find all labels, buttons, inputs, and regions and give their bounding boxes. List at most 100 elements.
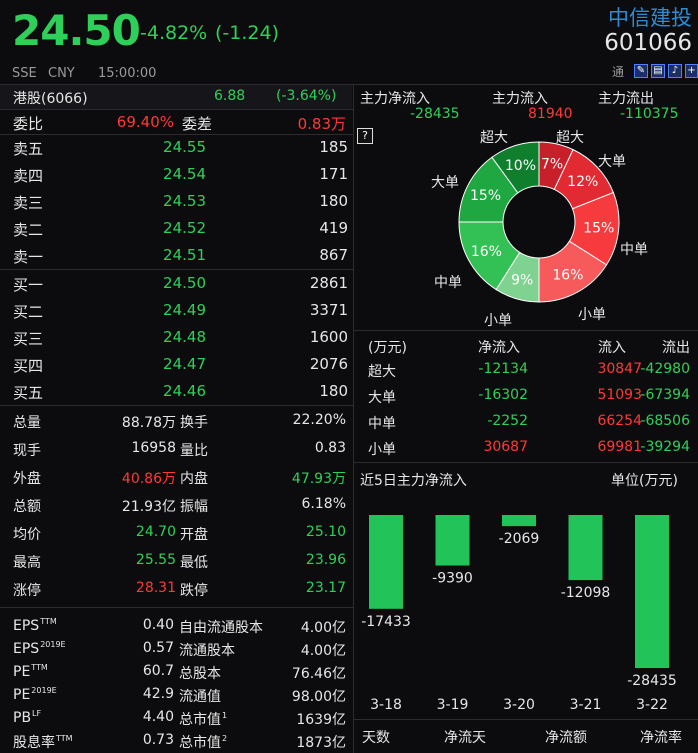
outflow: -68506: [640, 413, 690, 429]
stat-value: 88.78万: [121, 415, 176, 431]
main-inflow-value: 81940: [528, 106, 573, 122]
ask-volume: 185: [319, 138, 348, 156]
metric-label: 总股本: [179, 666, 221, 682]
weibi-label: 委比: [13, 115, 44, 133]
footer-net-days[interactable]: 净流天: [444, 730, 486, 746]
flow-table-row: 超大 -12134 30847 -42980: [356, 358, 698, 382]
stat-label: 均价: [13, 527, 41, 543]
stat-value: 16958: [131, 440, 176, 456]
bid-row[interactable]: 买五 24.46 180: [0, 378, 352, 405]
stat-label: 振幅: [180, 499, 208, 515]
order-ratio-row: 委比 69.40% 委差 0.83万: [0, 110, 352, 134]
ask-label: 卖二: [13, 221, 44, 239]
stat-label: 内盘: [180, 471, 208, 487]
x-tick-label: 3-19: [437, 697, 469, 713]
ask-row[interactable]: 卖三 24.53 180: [0, 188, 352, 215]
donut-slice: [491, 141, 540, 194]
tong-label[interactable]: 通: [612, 65, 625, 79]
donut-label-small-in: 小单: [578, 307, 606, 323]
donut-label-medium-out: 中单: [434, 275, 462, 291]
ask-label: 卖五: [13, 140, 44, 158]
donut-slice-label: 16%: [471, 244, 502, 260]
metric-label: PBLF: [13, 709, 42, 726]
stat-row: 外盘 40.86万 内盘 47.93万: [0, 465, 352, 489]
stock-name[interactable]: 中信建投: [608, 6, 692, 30]
donut-slice-label: 16%: [552, 268, 583, 284]
donut-label-super-large-in: 超大: [556, 130, 584, 146]
footer-net-rate[interactable]: 净流率: [640, 730, 682, 746]
metric-value: 4.00亿: [300, 643, 346, 659]
stat-value: 6.18%: [301, 496, 346, 512]
bid-row[interactable]: 买二 24.49 3371: [0, 297, 352, 324]
stat-label: 外盘: [13, 471, 41, 487]
net-inflow: -2252: [487, 413, 528, 429]
bid-label: 买三: [13, 330, 44, 348]
currency-label: CNY: [48, 66, 75, 81]
ask-price: 24.52: [163, 219, 206, 237]
ask-row[interactable]: 卖一 24.51 867: [0, 242, 352, 269]
footer-net-amount[interactable]: 净流额: [545, 730, 587, 746]
stat-value: 24.70: [135, 524, 176, 540]
stat-row: 总额 21.93亿 振幅 6.18%: [0, 493, 352, 517]
fundamental-row: EPSTTM 0.40 自由流通股本 4.00亿: [0, 614, 352, 637]
metric-value: 1873亿: [296, 735, 346, 751]
outflow: -39294: [640, 439, 690, 455]
stat-value: 23.96: [305, 552, 346, 568]
stat-value: 47.93万: [291, 471, 346, 487]
fundamental-row: EPS2019E 0.57 流通股本 4.00亿: [0, 637, 352, 660]
main-outflow-value: -110375: [620, 106, 679, 122]
bar-value-label: -2069: [499, 531, 540, 547]
quote-time: 15:00:00: [98, 66, 157, 81]
exchange-label: SSE: [12, 66, 37, 81]
stat-label: 涨停: [13, 583, 41, 599]
add-icon[interactable]: +: [685, 64, 698, 78]
note-icon[interactable]: ▤: [651, 64, 665, 78]
net-inflow: -12134: [478, 361, 528, 377]
ask-price: 24.54: [163, 165, 206, 183]
main-inflow-label: 主力流入: [492, 91, 548, 107]
stat-row: 均价 24.70 开盘 25.10: [0, 521, 352, 545]
inflow: 66254: [597, 413, 642, 429]
capital-flow-donut: 7%12%15%16%9%16%15%10%: [458, 141, 620, 303]
outflow: -42980: [640, 361, 690, 377]
hk-share-label: 港股(6066): [13, 91, 88, 107]
main-net-inflow-value: -28435: [410, 106, 460, 122]
main-net-inflow-label: 主力净流入: [360, 91, 430, 107]
bid-row[interactable]: 买一 24.50 2861: [0, 270, 352, 297]
stat-row: 最高 25.55 最低 23.96: [0, 549, 352, 573]
stat-label: 最高: [13, 555, 41, 571]
stat-row: 涨停 28.31 跌停 23.17: [0, 577, 352, 601]
main-outflow-label: 主力流出: [598, 91, 654, 107]
bid-row[interactable]: 买三 24.48 1600: [0, 324, 352, 351]
ask-volume: 180: [319, 192, 348, 210]
weicha-value: 0.83万: [297, 115, 346, 133]
bid-price: 24.49: [163, 301, 206, 319]
donut-label-medium-in: 中单: [620, 242, 648, 258]
edit-icon[interactable]: ✎: [634, 64, 648, 78]
bid-row[interactable]: 买四 24.47 2076: [0, 351, 352, 378]
five-day-bar-chart: -17433 3-18 -9390 3-19 -2069 3-20 -12098 3-21 -2…: [361, 515, 677, 713]
metric-label: EPS2019E: [13, 640, 66, 657]
ask-label: 卖一: [13, 248, 44, 266]
hk-share-change: (-3.64%): [276, 88, 337, 104]
ask-row[interactable]: 卖四 24.54 171: [0, 161, 352, 188]
ask-row[interactable]: 卖五 24.55 185: [0, 134, 352, 161]
flow-table-header: (万元) 净流入 流入 流出: [356, 334, 698, 358]
donut-label-large-out: 大单: [431, 175, 459, 191]
help-icon[interactable]: ?: [357, 128, 373, 144]
footer-days[interactable]: 天数: [362, 730, 390, 746]
ask-label: 卖三: [13, 194, 44, 212]
bar: [502, 515, 536, 527]
current-price: 24.50: [12, 6, 141, 55]
bar-value-label: -17433: [361, 614, 411, 630]
bid-price: 24.50: [163, 274, 206, 292]
bid-volume: 2076: [309, 355, 348, 373]
stat-row: 现手 16958 量比 0.83: [0, 437, 352, 461]
flow-table-row: 小单 30687 69981 -39294: [356, 436, 698, 460]
ask-row[interactable]: 卖二 24.52 419: [0, 215, 352, 242]
stat-value: 25.10: [305, 524, 346, 540]
fundamental-row: PE2019E 42.9 流通值 98.00亿: [0, 683, 352, 706]
bell-icon[interactable]: ♪: [668, 64, 682, 78]
hk-share-row[interactable]: 港股(6066) 6.88 (-3.64%): [0, 85, 352, 109]
ask-volume: 419: [319, 219, 348, 237]
